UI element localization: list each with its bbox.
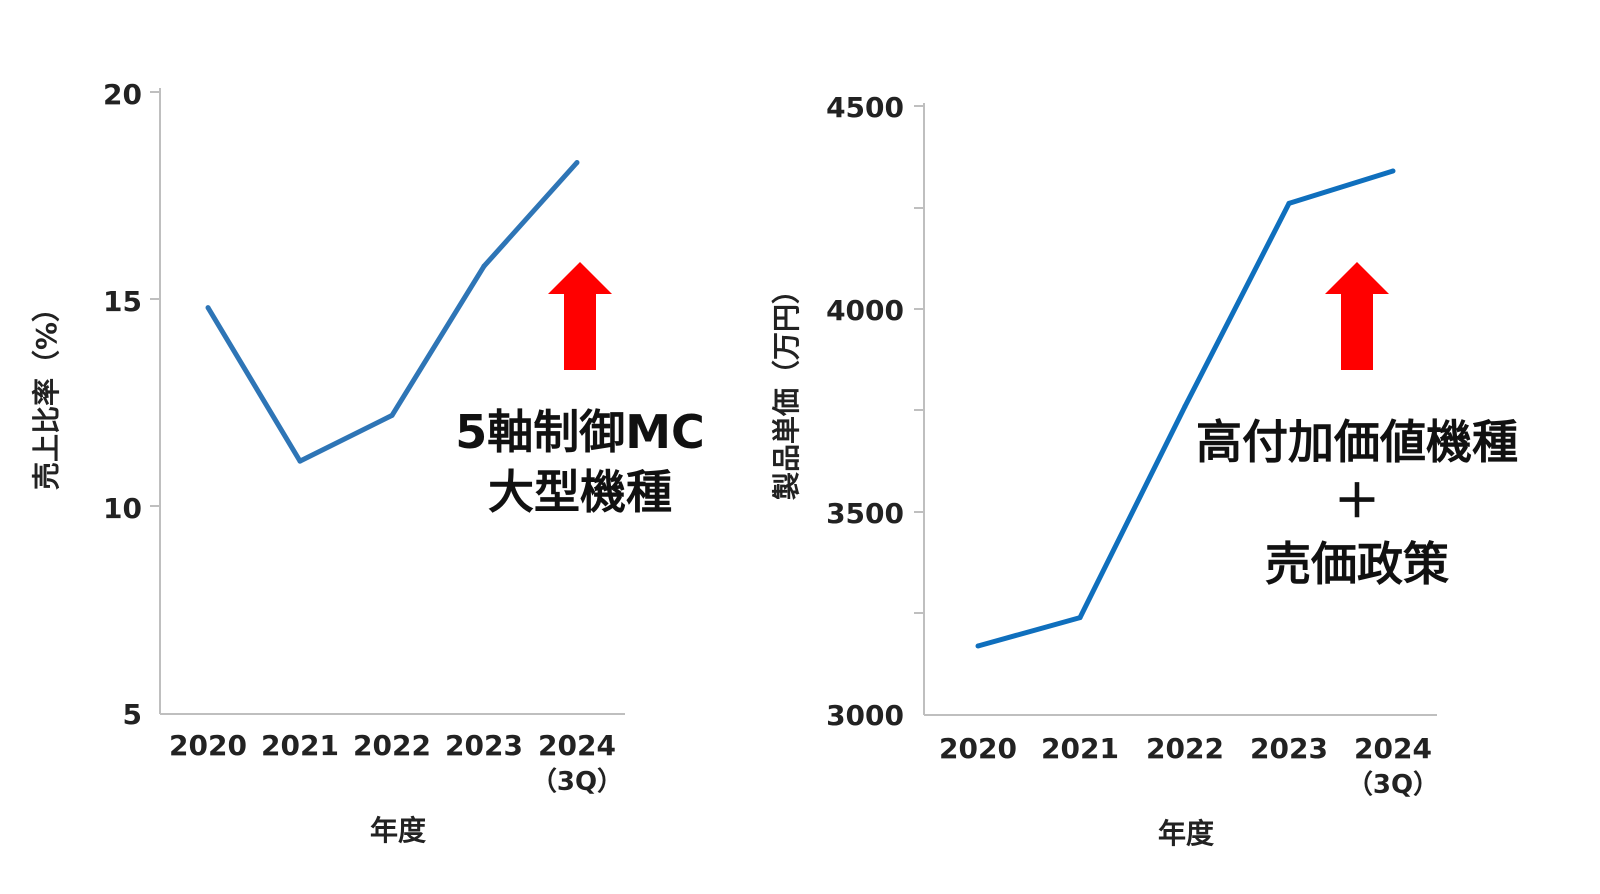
right-x-axis: 2020 2021 2022 2023 2024 （3Q） <box>924 714 1439 800</box>
right-data-point <box>975 643 981 649</box>
right-annotation: 高付加価値機種 ＋ 売価政策 <box>1196 262 1518 591</box>
left-data-point <box>481 263 487 269</box>
left-y-axis: 20 15 10 5 <box>103 78 161 731</box>
right-y-axis: 4500 4000 3500 3000 <box>826 91 925 732</box>
left-y-axis-title: 売上比率（%） <box>30 294 63 490</box>
left-annotation-line1: 5軸制御MC <box>455 405 705 459</box>
left-annotation: 5軸制御MC 大型機種 <box>455 262 705 519</box>
left-data-point <box>574 160 580 165</box>
left-data-point <box>389 412 395 418</box>
left-xtick-label: 2021 <box>261 729 339 762</box>
left-chart: 20 15 10 5 2020 2021 2022 2023 2024 （3Q）… <box>30 78 705 847</box>
right-up-arrow-icon <box>1325 262 1389 370</box>
right-annotation-line2: ＋ <box>1334 474 1380 528</box>
right-xtick-label: 2021 <box>1041 732 1119 765</box>
right-xtick-label: 2020 <box>939 732 1017 765</box>
right-ytick-label: 4500 <box>826 91 904 124</box>
right-annotation-line3: 売価政策 <box>1265 537 1449 591</box>
right-data-point <box>1390 168 1396 174</box>
right-ytick-label: 3500 <box>826 497 904 530</box>
left-ytick-label: 20 <box>103 78 142 111</box>
left-data-point <box>205 305 211 311</box>
left-ytick-label: 10 <box>103 492 142 525</box>
left-ytick-label: 5 <box>123 698 142 731</box>
left-x-axis: 2020 2021 2022 2023 2024 （3Q） <box>160 713 625 797</box>
right-data-point <box>1182 403 1188 409</box>
right-x-axis-title: 年度 <box>1158 817 1214 850</box>
left-ytick-label: 15 <box>103 285 142 318</box>
right-annotation-line1: 高付加価値機種 <box>1196 415 1518 469</box>
right-chart: 4500 4000 3500 3000 2020 2021 2022 2023 … <box>770 91 1518 850</box>
left-xtick-label: 2024 <box>538 729 616 762</box>
left-xtick-sublabel: （3Q） <box>531 767 623 797</box>
left-annotation-line2: 大型機種 <box>488 465 672 519</box>
left-xtick-label: 2020 <box>169 729 247 762</box>
right-xtick-sublabel: （3Q） <box>1347 770 1439 800</box>
right-xtick-label: 2023 <box>1250 732 1328 765</box>
right-data-point <box>1077 615 1083 621</box>
left-xtick-label: 2022 <box>353 729 431 762</box>
right-xtick-label: 2024 <box>1354 732 1432 765</box>
right-y-axis-title: 製品単価（万円） <box>770 276 803 500</box>
left-xtick-label: 2023 <box>445 729 523 762</box>
left-x-axis-title: 年度 <box>370 814 426 847</box>
left-up-arrow-icon <box>548 262 612 370</box>
left-series-points <box>205 160 580 464</box>
left-data-point <box>297 458 303 464</box>
right-data-point <box>1286 200 1292 206</box>
right-ytick-label: 3000 <box>826 699 904 732</box>
right-xtick-label: 2022 <box>1146 732 1224 765</box>
right-series-points <box>975 168 1396 649</box>
right-ytick-label: 4000 <box>826 294 904 327</box>
